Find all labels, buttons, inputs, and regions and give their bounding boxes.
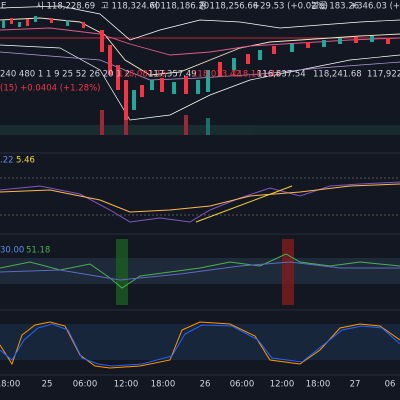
candle — [18, 22, 21, 27]
candle — [258, 50, 262, 60]
volume-bars — [0, 100, 400, 135]
time-label: 06:00 — [230, 380, 255, 390]
candle — [306, 42, 310, 48]
rsi-line — [0, 253, 400, 289]
candle — [196, 80, 200, 94]
panel-value: 5.46 — [16, 156, 35, 166]
close: 종 118,256.66 — [199, 2, 258, 12]
candle — [132, 90, 136, 110]
price-label: 118,082.15 — [118, 70, 167, 80]
low: 저 118,186.20 — [150, 2, 209, 12]
candle — [184, 76, 188, 94]
time-label: 12:00 — [114, 380, 139, 390]
price-panel — [0, 5, 400, 135]
time-label: 18:00 — [306, 380, 331, 390]
candle — [10, 18, 13, 24]
time-label: 06:00 — [73, 380, 98, 390]
band-upper — [0, 5, 400, 41]
candle — [206, 70, 210, 92]
candle — [150, 80, 154, 90]
candle — [160, 78, 164, 92]
candle — [246, 54, 250, 64]
band-lower — [0, 44, 400, 121]
time-label: 25 — [42, 380, 53, 390]
price-label: 118,181.43 — [232, 70, 281, 80]
stoch-d — [0, 323, 400, 367]
stochastic-panel — [0, 321, 400, 369]
price-label: 117,357.49 — [148, 70, 197, 80]
candle — [82, 22, 85, 28]
high: 고 118,324.60 — [101, 2, 160, 12]
volume: 볼륨 183.26 — [311, 1, 359, 12]
price-label: 117,922.62 — [367, 70, 400, 80]
candle — [108, 45, 112, 75]
candle — [26, 19, 29, 26]
candle — [354, 37, 358, 43]
stoch-band — [0, 324, 400, 360]
symbol-fragment: E — [1, 2, 6, 12]
moving-average — [0, 51, 400, 81]
candle — [172, 82, 176, 94]
candle — [140, 85, 144, 97]
volume-change: +346.03 (+0.29%) — [350, 2, 400, 12]
time-label: 18:00 — [0, 380, 20, 390]
price-label: 118,241.68 — [313, 70, 362, 80]
highlight — [282, 239, 294, 305]
header: E 시 118,228.69 고 118,324.60 저 118,186.20… — [1, 1, 400, 12]
panel-value: 51.18 — [26, 246, 50, 256]
candle — [34, 16, 37, 22]
rsi-average — [0, 261, 400, 281]
panel-value: 30.00 — [0, 246, 24, 256]
candle — [386, 38, 390, 44]
candle — [50, 18, 53, 23]
candle — [322, 40, 326, 47]
candle — [232, 58, 236, 70]
time-label: 18:00 — [151, 380, 176, 390]
trend-line — [195, 185, 293, 223]
price-label: 118,013.42 — [192, 70, 241, 80]
indicator-settings: 240 480 1 1 9 25 52 26 20 1 2 — [0, 70, 130, 80]
candle — [272, 46, 276, 54]
highlight — [116, 239, 128, 305]
time-label: 27 — [350, 380, 361, 390]
time-label: 26 — [200, 380, 211, 390]
candle — [338, 38, 342, 44]
volume-bar — [184, 115, 188, 135]
price-label: 116,637.54 — [257, 70, 306, 80]
volume-base — [0, 125, 400, 135]
volume-bar — [206, 118, 210, 135]
signal-line — [0, 183, 400, 213]
change: +29.53 (+0.02%) — [253, 2, 328, 12]
candle — [290, 44, 294, 52]
time-label: 12:00 — [270, 380, 295, 390]
candle — [100, 30, 104, 52]
candle — [370, 36, 374, 42]
volume-bar — [124, 100, 128, 135]
candle — [218, 62, 222, 76]
open: 시 118,228.69 — [36, 2, 95, 12]
oscillator-panel — [0, 177, 400, 223]
candle — [116, 65, 120, 90]
indicator-value: (15) +0.0404 (+1.28%) — [0, 84, 100, 94]
rsi-panel — [0, 239, 400, 305]
time-label: 06 — [385, 380, 396, 390]
candle — [66, 20, 69, 26]
candle — [2, 20, 5, 28]
panel-value: .22 — [0, 156, 14, 166]
volume-bar — [100, 110, 104, 135]
